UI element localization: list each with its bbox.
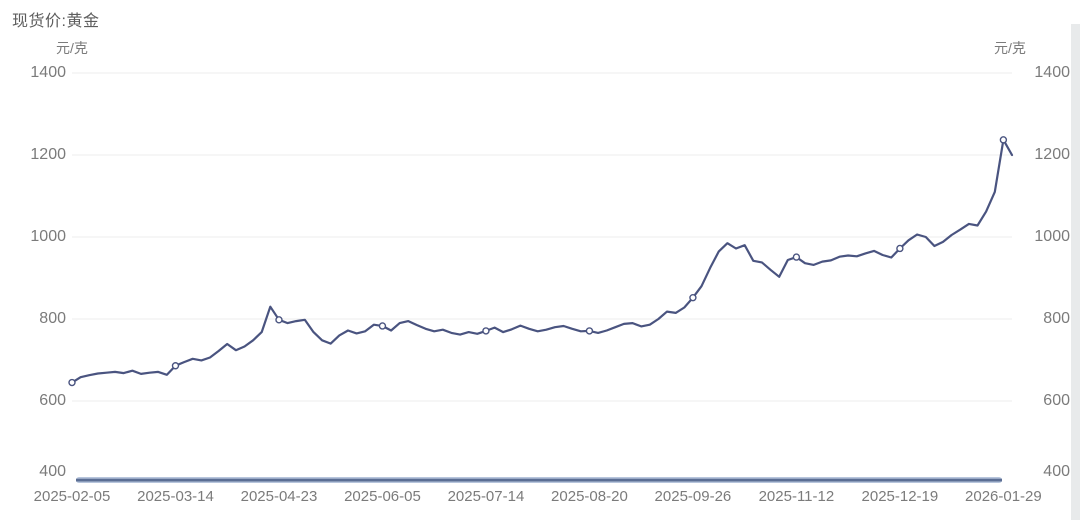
x-axis-label-2025-03-14: 2025-03-14 bbox=[137, 488, 214, 505]
data-point-marker bbox=[792, 253, 801, 261]
y-axis-label-left-400: 400 bbox=[39, 463, 66, 480]
data-point-marker bbox=[999, 136, 1008, 144]
y-axis-label-right-1400: 1400 bbox=[1034, 64, 1070, 81]
y-axis-label-right-1200: 1200 bbox=[1034, 146, 1070, 163]
price-line-series bbox=[70, 138, 1014, 384]
y-axis-label-right-600: 600 bbox=[1043, 392, 1070, 409]
data-point-marker bbox=[171, 362, 180, 370]
x-axis-label-2025-04-23: 2025-04-23 bbox=[240, 488, 318, 505]
x-axis-label-2025-08-20: 2025-08-20 bbox=[551, 488, 628, 505]
data-point-marker bbox=[378, 322, 387, 330]
y-axis-label-left-600: 600 bbox=[39, 392, 66, 409]
data-point-marker bbox=[585, 327, 594, 335]
data-point-marker bbox=[689, 293, 697, 302]
data-point-marker bbox=[482, 327, 490, 335]
chart-title: 现货价:黄金 bbox=[12, 13, 100, 30]
y-axis-unit-left: 元/克 bbox=[56, 40, 88, 56]
y-axis-label-right-400: 400 bbox=[1043, 463, 1070, 480]
y-axis-label-left-1200: 1200 bbox=[30, 146, 66, 163]
y-axis-label-right-1000: 1000 bbox=[1034, 228, 1070, 245]
datazoom-slider-bar[interactable] bbox=[76, 478, 1002, 482]
y-axis-unit-right: 元/克 bbox=[994, 40, 1026, 56]
data-point-marker bbox=[68, 378, 76, 387]
data-point-marker bbox=[275, 316, 283, 324]
page-scrollbar[interactable] bbox=[1071, 24, 1080, 520]
x-axis-label-2025-07-14: 2025-07-14 bbox=[447, 488, 525, 505]
x-axis-label-2025-02-05: 2025-02-05 bbox=[33, 488, 111, 505]
y-axis-label-right-800: 800 bbox=[1043, 310, 1070, 327]
x-axis-label-2025-11-12: 2025-11-12 bbox=[758, 488, 835, 505]
y-axis-label-left-1400: 1400 bbox=[30, 64, 66, 81]
x-axis-label-2026-01-29: 2026-01-29 bbox=[965, 488, 1042, 505]
data-point-marker bbox=[896, 244, 904, 253]
y-axis-label-left-1000: 1000 bbox=[30, 228, 66, 245]
y-axis-label-left-800: 800 bbox=[39, 310, 66, 327]
x-axis-label-2025-09-26: 2025-09-26 bbox=[654, 488, 732, 505]
x-axis-label-2025-06-05: 2025-06-05 bbox=[344, 488, 421, 505]
x-axis-label-2025-12-19: 2025-12-19 bbox=[861, 488, 939, 505]
